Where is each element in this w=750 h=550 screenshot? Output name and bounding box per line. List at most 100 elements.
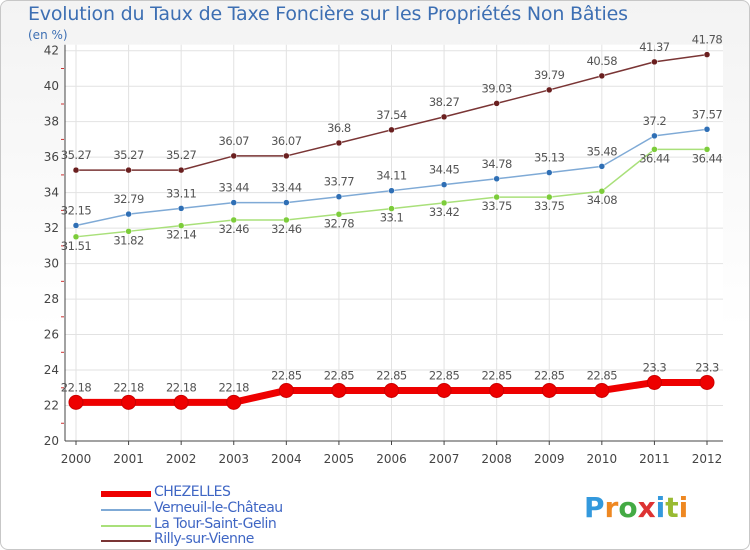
point-rilly (125, 166, 132, 174)
series-layer (68, 51, 715, 410)
data-label-verneuil: 32.15 (61, 203, 92, 217)
logo-letter: r (604, 491, 619, 524)
legend-label-la-tour: La Tour-Saint-Gelin (154, 516, 277, 532)
data-label-verneuil: 34.45 (429, 163, 460, 177)
logo-letter: i (678, 491, 689, 524)
point-chezelles (278, 382, 294, 398)
data-label-rilly: 36.8 (327, 121, 351, 135)
legend-swatch-chezelles (101, 491, 151, 497)
data-label-la-tour: 36.44 (639, 151, 670, 165)
data-label-verneuil: 37.57 (692, 107, 723, 121)
point-verneuil (388, 187, 395, 194)
plot-area (65, 44, 723, 441)
point-la-tour (598, 187, 606, 195)
logo-letter: i (655, 491, 666, 524)
y-tick-label: 26 (44, 328, 59, 342)
y-tick-label: 22 (44, 399, 59, 413)
data-label-chezelles: 22.18 (61, 380, 92, 394)
data-label-chezelles: 23.3 (695, 360, 719, 374)
x-tick-label: 2011 (639, 452, 670, 466)
data-label-rilly: 41.78 (692, 33, 723, 47)
y-tick-label: 32 (44, 221, 59, 235)
data-label-chezelles: 22.85 (534, 368, 565, 382)
point-verneuil (72, 222, 80, 229)
point-rilly (177, 166, 185, 174)
y-tick-label: 40 (44, 79, 59, 93)
data-label-rilly: 36.07 (219, 134, 250, 148)
data-label-chezelles: 22.85 (587, 368, 618, 382)
point-la-tour (335, 211, 343, 218)
point-la-tour (651, 146, 658, 153)
data-label-chezelles: 22.85 (271, 368, 302, 382)
point-chezelles (489, 382, 505, 398)
x-tick-label: 2003 (218, 452, 249, 466)
point-la-tour (177, 222, 185, 229)
logo-letter: P (584, 491, 605, 524)
legend-label-verneuil: Verneuil-le-Château (154, 500, 283, 516)
y-unit-label: (en %) (28, 28, 68, 42)
data-label-verneuil: 34.11 (376, 169, 407, 183)
data-label-rilly: 35.27 (61, 148, 92, 162)
y-tick-label: 38 (44, 115, 59, 129)
x-tick-label: 2000 (61, 452, 92, 466)
point-la-tour (72, 233, 80, 241)
point-verneuil (651, 132, 658, 140)
point-chezelles (541, 382, 557, 398)
y-tick-label: 24 (44, 363, 59, 377)
point-rilly (546, 86, 553, 94)
data-label-chezelles: 22.18 (166, 380, 197, 394)
data-label-rilly: 39.79 (534, 68, 565, 82)
y-tick-label: 36 (44, 150, 59, 164)
point-la-tour (440, 199, 448, 207)
y-tick-label: 30 (44, 257, 59, 271)
data-label-rilly: 35.27 (113, 148, 144, 162)
point-la-tour (703, 146, 711, 153)
point-chezelles (699, 374, 715, 390)
point-verneuil (546, 169, 553, 176)
data-label-la-tour: 32.46 (271, 222, 302, 236)
x-tick-label: 2007 (429, 452, 460, 466)
y-tick-label: 34 (44, 186, 59, 200)
data-label-verneuil: 35.48 (587, 144, 618, 158)
point-chezelles (68, 394, 84, 410)
point-rilly (493, 100, 500, 107)
proxiti-logo: Proxiti (584, 491, 688, 524)
data-label-la-tour: 33.1 (380, 211, 404, 225)
point-chezelles (173, 394, 189, 410)
data-label-verneuil: 33.44 (219, 181, 250, 195)
point-rilly (440, 113, 448, 121)
data-label-verneuil: 33.11 (166, 186, 197, 200)
x-tick-label: 2009 (534, 452, 565, 466)
logo-letter: o (618, 491, 638, 524)
data-label-chezelles: 22.85 (376, 368, 407, 382)
x-tick-label: 2002 (166, 452, 197, 466)
x-tick-label: 2012 (692, 452, 723, 466)
point-la-tour (546, 193, 553, 201)
point-rilly (598, 72, 606, 80)
data-label-rilly: 41.37 (639, 40, 670, 54)
data-label-la-tour: 32.78 (324, 216, 355, 230)
point-rilly (230, 152, 237, 160)
point-rilly (335, 139, 343, 147)
point-la-tour (493, 193, 500, 201)
data-label-verneuil: 33.77 (324, 175, 355, 189)
data-label-layer: 22.18 22.18 22.18 22.18 22.85 22.85 22.85 22.85… (61, 33, 723, 395)
data-label-rilly: 37.54 (376, 108, 407, 122)
legend-label-chezelles: CHEZELLES (154, 484, 231, 500)
point-chezelles (226, 394, 242, 410)
x-tick-label: 2006 (376, 452, 407, 466)
data-label-la-tour: 32.14 (166, 228, 197, 242)
point-chezelles (646, 374, 662, 390)
point-verneuil (440, 181, 448, 188)
legend-label-rilly: Rilly-sur-Vienne (154, 531, 254, 547)
legend-swatch-rilly (101, 540, 151, 542)
point-rilly (651, 58, 658, 66)
data-label-verneuil: 33.44 (271, 181, 302, 195)
point-chezelles (331, 382, 347, 398)
point-verneuil (703, 126, 711, 133)
data-label-la-tour: 33.42 (429, 205, 460, 219)
data-label-la-tour: 32.46 (219, 222, 250, 236)
x-tick-label: 2010 (587, 452, 618, 466)
